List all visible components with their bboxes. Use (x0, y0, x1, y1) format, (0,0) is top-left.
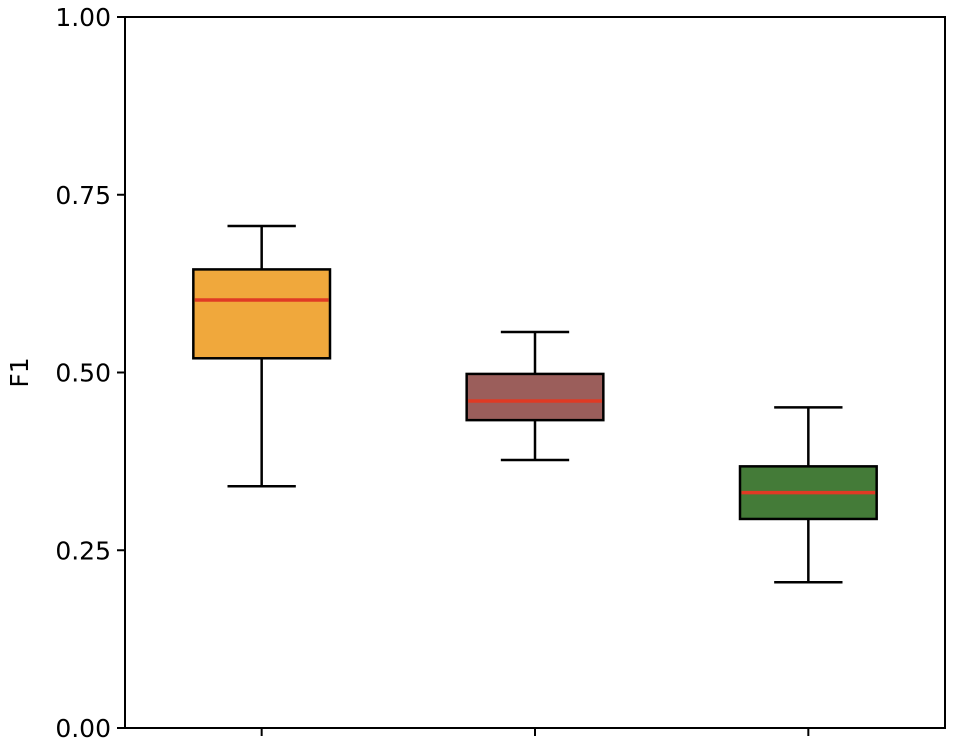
y-axis-label: F1 (5, 357, 34, 387)
x-axis-ticks (260, 728, 810, 736)
y-tick-label: 0.50 (55, 359, 111, 388)
y-axis-ticks: 0.00 0.25 0.50 0.75 1.00 (55, 3, 125, 743)
y-tick-label: 1.00 (55, 3, 111, 32)
plot-frame (124, 16, 946, 729)
box-2 (465, 330, 605, 462)
plot-area (192, 224, 878, 584)
box-body (465, 372, 605, 422)
box-1 (192, 224, 332, 488)
y-tick-label: 0.00 (55, 714, 111, 743)
y-tick-label: 0.75 (55, 181, 111, 210)
y-tick-label: 0.25 (55, 536, 111, 565)
box-body (192, 268, 332, 360)
box-3 (738, 406, 878, 584)
